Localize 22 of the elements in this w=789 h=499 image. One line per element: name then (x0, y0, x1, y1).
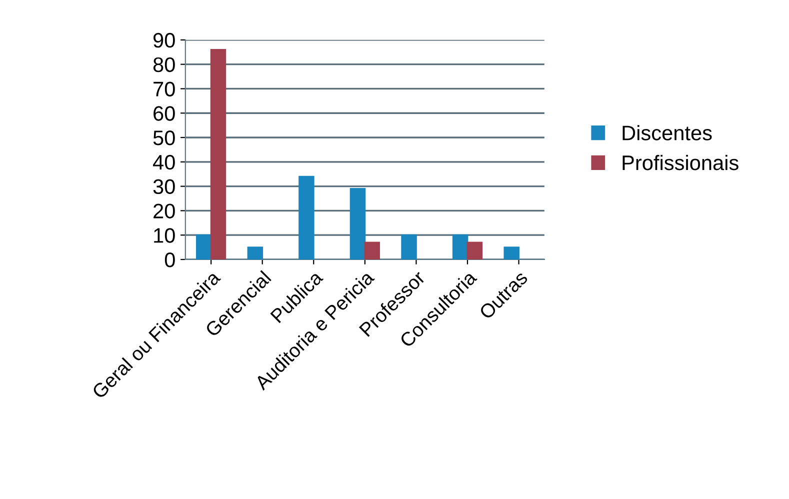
y-tick-label: 30 (153, 179, 175, 194)
bar (298, 176, 314, 260)
bar (504, 246, 520, 260)
bar (350, 188, 366, 260)
legend-label: Discentes (622, 125, 712, 140)
bar (210, 48, 226, 260)
bar (452, 234, 468, 260)
y-tick-label: 50 (153, 130, 175, 146)
y-tick-label: 90 (154, 32, 175, 48)
y-tick-label: 70 (154, 82, 175, 96)
legend-label: Profissionais (622, 154, 738, 170)
y-tick-label: 60 (154, 106, 175, 121)
y-tick-label: 10 (154, 228, 175, 243)
y-tick-label: 20 (154, 204, 175, 218)
y-tick-label: 40 (153, 154, 175, 170)
y-tick-label: 80 (153, 57, 175, 72)
y-tick-label: 0 (164, 252, 175, 268)
bar (364, 242, 380, 260)
bar (466, 242, 483, 260)
bar (196, 234, 212, 260)
bar (247, 246, 264, 260)
bar (401, 234, 417, 260)
